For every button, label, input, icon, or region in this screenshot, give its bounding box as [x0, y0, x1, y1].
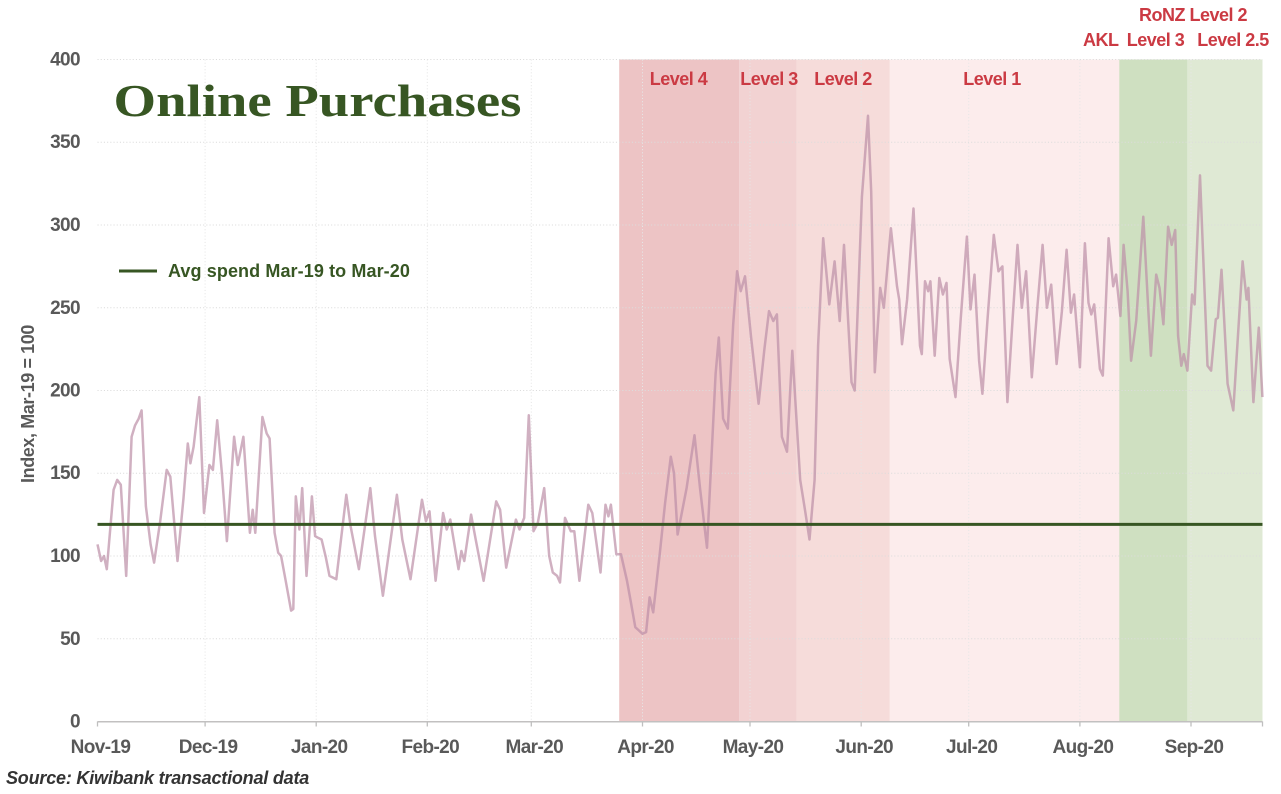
svg-text:0: 0 [70, 712, 80, 733]
svg-text:Jun-20: Jun-20 [835, 737, 893, 758]
svg-text:Source: Kiwibank transactional: Source: Kiwibank transactional data [6, 768, 309, 788]
svg-text:Level 1: Level 1 [963, 69, 1021, 89]
svg-text:Sep-20: Sep-20 [1165, 737, 1224, 758]
svg-text:Mar-20: Mar-20 [505, 737, 563, 758]
svg-text:100: 100 [50, 546, 80, 567]
svg-text:Level 4: Level 4 [650, 69, 708, 89]
svg-text:RoNZ Level 2: RoNZ Level 2 [1139, 5, 1248, 25]
svg-text:Feb-20: Feb-20 [401, 737, 459, 758]
svg-text:400: 400 [50, 50, 80, 71]
svg-text:Nov-19: Nov-19 [71, 737, 131, 758]
svg-text:Aug-20: Aug-20 [1053, 737, 1114, 758]
svg-text:350: 350 [50, 132, 80, 153]
svg-text:Avg spend Mar-19 to Mar-20: Avg spend Mar-19 to Mar-20 [168, 261, 410, 281]
svg-text:Apr-20: Apr-20 [617, 737, 674, 758]
svg-text:50: 50 [60, 629, 80, 650]
svg-text:Online Purchases: Online Purchases [114, 75, 522, 126]
svg-text:150: 150 [50, 463, 80, 484]
svg-text:Level 3: Level 3 [740, 69, 798, 89]
svg-text:Jul-20: Jul-20 [946, 737, 997, 758]
svg-text:Level 3: Level 3 [1127, 30, 1185, 50]
svg-text:AKL: AKL [1083, 30, 1119, 50]
svg-text:250: 250 [50, 298, 80, 319]
svg-text:Level 2.5: Level 2.5 [1197, 30, 1269, 50]
svg-text:Level 2: Level 2 [814, 69, 872, 89]
svg-text:200: 200 [50, 381, 80, 402]
svg-text:300: 300 [50, 215, 80, 236]
svg-text:Index, Mar-19 = 100: Index, Mar-19 = 100 [18, 325, 38, 483]
svg-text:Dec-19: Dec-19 [179, 737, 238, 758]
svg-text:Jan-20: Jan-20 [291, 737, 348, 758]
svg-text:May-20: May-20 [723, 737, 784, 758]
